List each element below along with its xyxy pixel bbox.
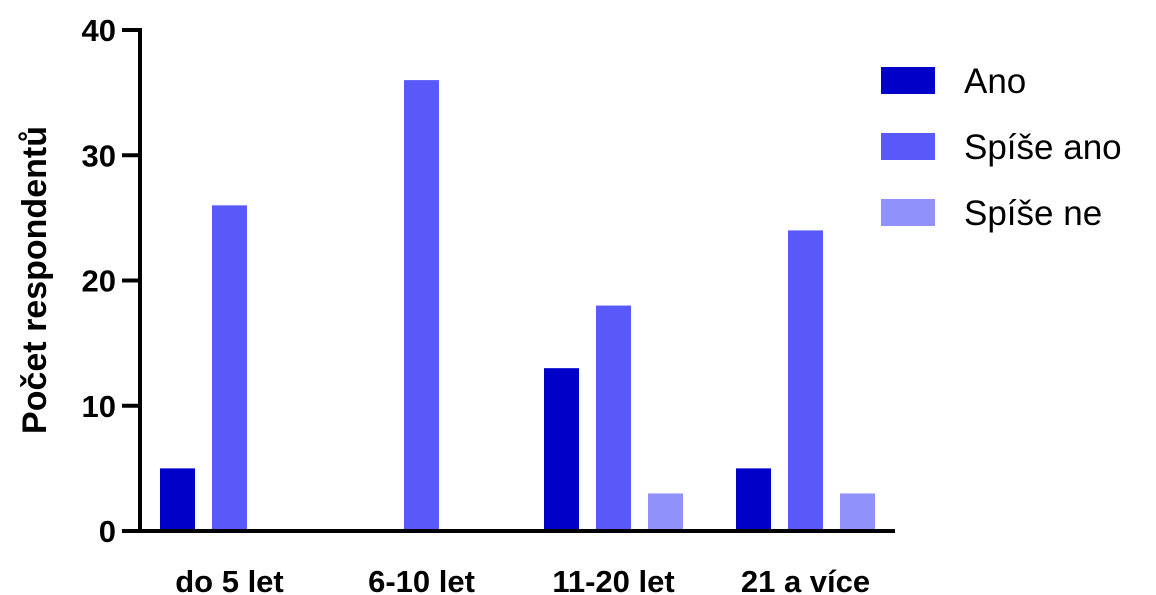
bar-4-2 — [788, 230, 823, 531]
bar-4-3 — [840, 493, 875, 531]
legend: Ano Spíše ano Spíše ne — [881, 62, 1122, 233]
bar-4-1 — [736, 468, 771, 531]
y-ticks: 0 10 20 30 40 — [82, 13, 140, 549]
legend-label-2: Spíše ano — [964, 128, 1122, 167]
axes — [138, 28, 895, 533]
bars — [160, 80, 875, 531]
bar-3-2 — [596, 305, 631, 531]
y-tick-label-3: 20 — [82, 264, 116, 299]
y-tick-label-2: 10 — [82, 389, 116, 424]
bar-2-2 — [404, 80, 439, 531]
y-axis-title: Počet respondentů — [16, 126, 54, 434]
legend-swatch-1 — [881, 67, 935, 94]
x-tick-label-1: do 5 let — [175, 564, 284, 595]
legend-label-3: Spíše ne — [964, 194, 1102, 233]
legend-label-1: Ano — [964, 62, 1026, 101]
y-tick-label-5: 40 — [82, 13, 116, 48]
bar-1-2 — [212, 205, 247, 531]
y-tick-label-1: 0 — [99, 514, 116, 549]
bar-1-1 — [160, 468, 195, 531]
y-tick-label-4: 30 — [82, 138, 116, 173]
legend-swatch-3 — [881, 199, 935, 226]
x-tick-label-2: 6-10 let — [368, 564, 475, 595]
x-tick-label-4: 21 a více — [741, 564, 870, 595]
bar-3-1 — [544, 368, 579, 531]
legend-swatch-2 — [881, 133, 935, 160]
bar-3-3 — [648, 493, 683, 531]
x-tick-label-3: 11-20 let — [552, 564, 674, 595]
x-ticks: do 5 let 6-10 let 11-20 let 21 a více — [175, 564, 870, 595]
